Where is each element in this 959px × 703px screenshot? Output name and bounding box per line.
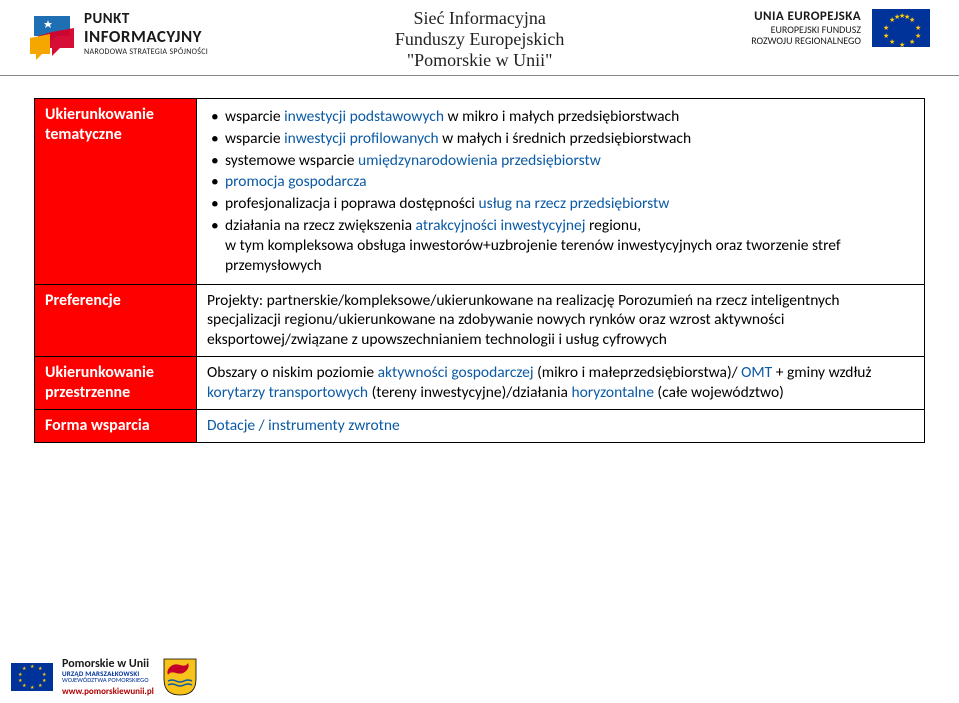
page-footer: ★ ★ ★ ★ ★ ★ ★ ★ ★ ★ Pomorskie w Unii URZ…	[0, 651, 959, 703]
header-right-block: UNIA EUROPEJSKA EUROPEJSKI FUNDUSZ ROZWO…	[751, 8, 931, 48]
li-text: profesjonalizacja i poprawa dostępności	[225, 194, 478, 213]
li-post: regionu,	[589, 216, 641, 235]
row-forma-wsparcia: Forma wsparcia Dotacje / instrumenty zwr…	[35, 410, 925, 443]
list-item: wsparcie inwestycji profilowanych w mały…	[211, 129, 914, 149]
body-forma-wsparcia: Dotacje / instrumenty zwrotne	[197, 410, 925, 443]
footer-office2: WOJEWÓDZTWA POMORSKIEGO	[62, 677, 154, 684]
footer-left: ★ ★ ★ ★ ★ ★ ★ ★ ★ ★ Pomorskie w Unii URZ…	[10, 657, 198, 697]
footer-text: Pomorskie w Unii URZĄD MARSZAŁKOWSKI WOJ…	[62, 658, 154, 696]
list-item: profesjonalizacja i poprawa dostępności …	[211, 194, 914, 214]
li-blue: promocja gospodarcza	[225, 172, 367, 191]
r3-p1: Obszary o niskim poziomie	[207, 363, 378, 382]
hc-line3: "Pomorskie w Unii"	[218, 50, 741, 71]
r4-t2: /	[259, 416, 269, 435]
label-ukierunkowanie-tematyczne: Ukierunkowanie tematyczne	[35, 99, 197, 285]
ue-line1: UNIA EUROPEJSKA	[751, 10, 861, 24]
punkt-informacyjny-text: PUNKT INFORMACYJNY NARODOWA STRATEGIA SP…	[84, 12, 208, 56]
body-preferencje: Projekty: partnerskie/kompleksowe/ukieru…	[197, 284, 925, 356]
li-blue: usług na rzecz przedsiębiorstw	[478, 194, 669, 213]
header-left-block: PUNKT INFORMACYJNY NARODOWA STRATEGIA SP…	[28, 8, 208, 60]
r4-t3: instrumenty zwrotne	[268, 416, 400, 435]
footer-url: www.pomorskiewunii.pl	[62, 687, 154, 696]
row-ukierunkowanie-tematyczne: Ukierunkowanie tematyczne wsparcie inwes…	[35, 99, 925, 285]
li-post: w mikro i małych przedsiębiorstwach	[447, 107, 679, 126]
li-blue: inwestycji profilowanych	[284, 129, 442, 148]
r3-p5: (całe województwo)	[657, 383, 783, 402]
list-item: działania na rzecz zwiększenia atrakcyjn…	[211, 216, 914, 275]
label-ukierunkowanie-przestrzenne: Ukierunkowanie przestrzenne	[35, 357, 197, 410]
li-text: działania na rzecz zwiększenia	[225, 216, 416, 235]
r3-p4: (tereny inwestycyjne)/działania	[372, 383, 572, 402]
r3-b2: OMT	[741, 363, 776, 382]
r3-p2: (mikro i małeprzedsiębiorstwa)/	[537, 363, 741, 382]
pomorskie-crest-icon	[162, 657, 198, 697]
li-blue: atrakcyjności inwestycyjnej	[416, 216, 589, 235]
bullet-list: wsparcie inwestycji podstawowych w mikro…	[207, 107, 914, 276]
li-text: systemowe wsparcie	[225, 151, 358, 170]
li-text: wsparcie	[225, 129, 284, 148]
li-cont: w tym kompleksowa obsługa inwestorów+uzb…	[225, 236, 841, 275]
body-ukierunkowanie-przestrzenne: Obszary o niskim poziomie aktywności gos…	[197, 357, 925, 410]
row-ukierunkowanie-przestrzenne: Ukierunkowanie przestrzenne Obszary o ni…	[35, 357, 925, 410]
list-item: systemowe wsparcie umiędzynarodowienia p…	[211, 151, 914, 171]
pi-line2: INFORMACYJNY	[84, 28, 208, 46]
li-blue: inwestycji podstawowych	[284, 107, 447, 126]
r3-b1: aktywności gospodarczej	[378, 363, 537, 382]
page-header: PUNKT INFORMACYJNY NARODOWA STRATEGIA SP…	[0, 0, 959, 76]
main-content: Ukierunkowanie tematyczne wsparcie inwes…	[0, 76, 959, 443]
li-text: wsparcie	[225, 107, 284, 126]
list-item: wsparcie inwestycji podstawowych w mikro…	[211, 107, 914, 127]
pref-text: partnerskie/kompleksowe/ukierunkowane na…	[207, 291, 840, 350]
r3-p3: + gminy wzdłuż	[776, 363, 872, 382]
label-preferencje: Preferencje	[35, 284, 197, 356]
list-item: promocja gospodarcza	[211, 172, 914, 192]
hc-line2: Funduszy Europejskich	[218, 29, 741, 50]
body-ukierunkowanie-tematyczne: wsparcie inwestycji podstawowych w mikro…	[197, 99, 925, 285]
punkt-informacyjny-logo-icon	[28, 8, 76, 60]
hc-line1: Sieć Informacyjna	[218, 8, 741, 29]
eu-flag-icon: ★ ★ ★ ★ ★ ★ ★ ★ ★ ★ ★ ★	[871, 8, 931, 48]
row-preferencje: Preferencje Projekty: partnerskie/komple…	[35, 284, 925, 356]
r3-b4: horyzontalne	[571, 383, 657, 402]
r3-b3: korytarzy transportowych	[207, 383, 372, 402]
pi-line3: NARODOWA STRATEGIA SPÓJNOŚCI	[84, 48, 208, 56]
li-post: w małych i średnich przedsiębiorstwach	[442, 129, 691, 148]
pref-pre: Projekty:	[207, 291, 267, 310]
r4-t1: Dotacje	[207, 416, 259, 435]
content-table: Ukierunkowanie tematyczne wsparcie inwes…	[34, 98, 925, 443]
eu-flag-small-icon: ★ ★ ★ ★ ★ ★ ★ ★ ★ ★	[10, 662, 54, 692]
label-forma-wsparcia: Forma wsparcia	[35, 410, 197, 443]
ue-text: UNIA EUROPEJSKA EUROPEJSKI FUNDUSZ ROZWO…	[751, 10, 861, 46]
li-blue: umiędzynarodowienia przedsiębiorstw	[358, 151, 601, 170]
ue-line3: ROZWOJU REGIONALNEGO	[751, 35, 861, 46]
header-center-block: Sieć Informacyjna Funduszy Europejskich …	[218, 8, 741, 71]
